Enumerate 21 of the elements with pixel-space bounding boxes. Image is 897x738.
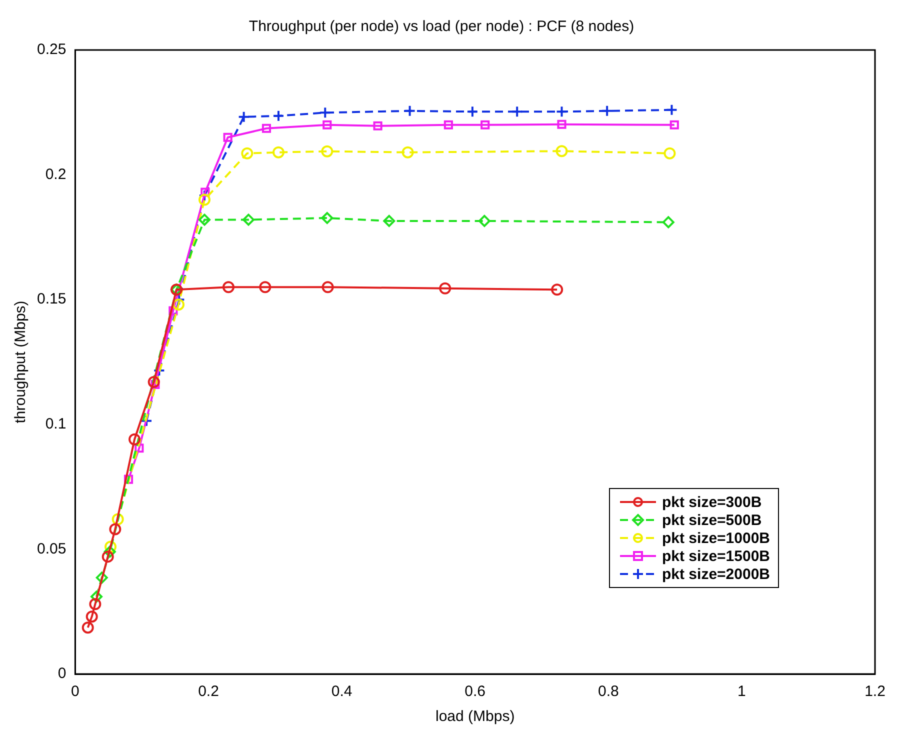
x-tick-label: 0.2 xyxy=(198,683,219,700)
x-tick-label: 1 xyxy=(738,683,746,700)
x-tick-label: 0.8 xyxy=(598,683,619,700)
y-tick-label: 0.15 xyxy=(36,290,66,308)
y-tick-label: 0.2 xyxy=(45,166,66,183)
y-tick-label: 0.25 xyxy=(36,41,66,58)
legend-label: pkt size=2000B xyxy=(662,566,770,582)
y-tick-label: 0.1 xyxy=(45,416,66,433)
legend-label: pkt size=500B xyxy=(662,512,762,528)
y-axis-title: throughput (Mbps) xyxy=(12,300,30,424)
x-tick-label: 0.4 xyxy=(331,683,352,700)
x-axis-title: load (Mbps) xyxy=(435,708,515,726)
legend-label: pkt size=300B xyxy=(662,494,762,510)
y-tick-label: 0 xyxy=(58,665,66,682)
x-tick-label: 0.6 xyxy=(464,683,486,700)
y-tick-label: 0.05 xyxy=(36,540,66,558)
legend-label: pkt size=1000B xyxy=(662,530,770,546)
chart-title: Throughput (per node) vs load (per node) : PCF (8 nodes) xyxy=(248,18,634,36)
x-tick-label: 0 xyxy=(71,683,80,700)
legend-label: pkt size=1500B xyxy=(662,548,770,564)
x-tick-label: 1.2 xyxy=(864,683,886,700)
